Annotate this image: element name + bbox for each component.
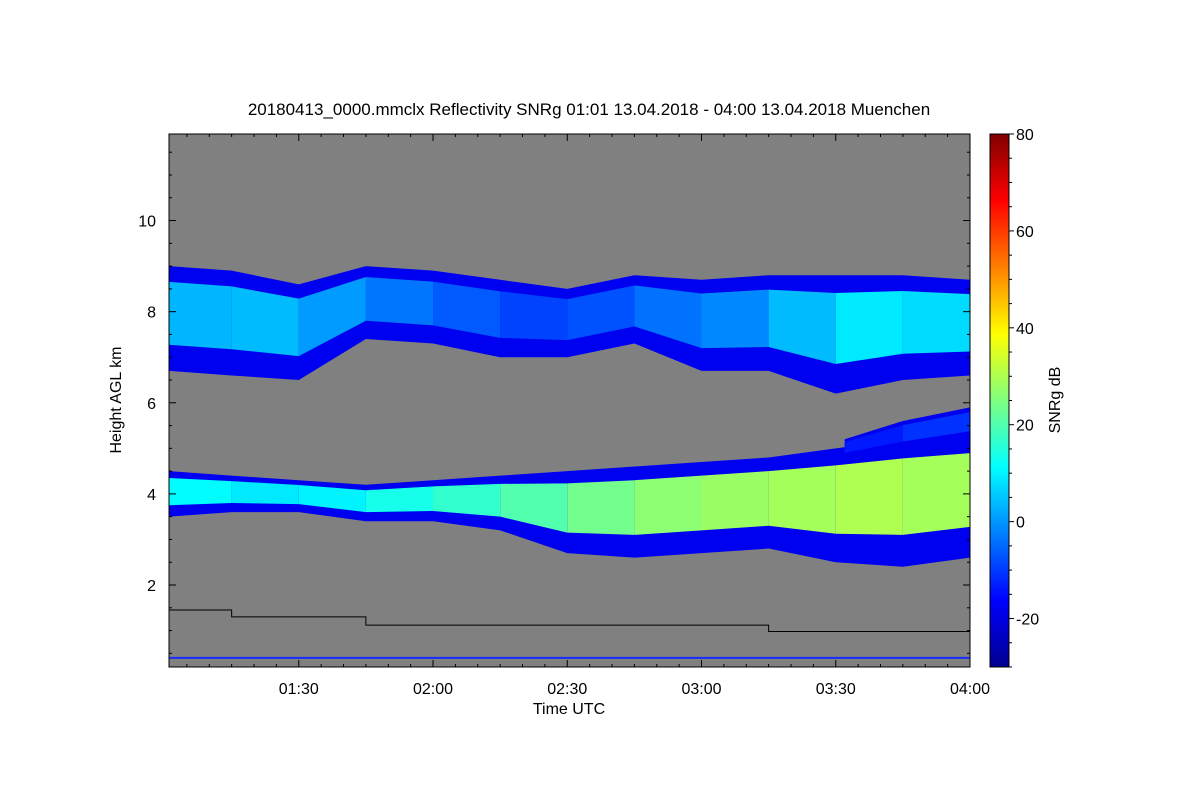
echo-layer-core-1 bbox=[298, 277, 366, 357]
colorbar bbox=[989, 133, 1010, 668]
x-tick-label: 04:00 bbox=[950, 681, 990, 698]
echo-layer-core-3 bbox=[902, 412, 970, 442]
colorbar-tick-label: 20 bbox=[1016, 418, 1034, 435]
echo-layer-core-2 bbox=[835, 458, 903, 535]
y-tick-label: 4 bbox=[147, 487, 156, 504]
echo-layer-core-2 bbox=[902, 453, 970, 535]
echo-layer-core-3 bbox=[844, 425, 903, 453]
echo-layer-core-1 bbox=[567, 285, 635, 341]
colorbar-tick-label: 80 bbox=[1016, 127, 1034, 144]
echo-layer-core-2 bbox=[365, 486, 434, 513]
threshold-line bbox=[169, 609, 970, 632]
echo-layer-core-1 bbox=[500, 291, 568, 341]
echo-layer-core-1 bbox=[768, 289, 836, 365]
colorbar-label: SNRg dB bbox=[1047, 367, 1064, 434]
plot-frame bbox=[168, 133, 971, 668]
echo-layer-core-1 bbox=[835, 290, 903, 365]
y-tick-label: 10 bbox=[138, 214, 156, 231]
x-tick-label: 02:00 bbox=[413, 681, 453, 698]
plot-background bbox=[169, 134, 970, 667]
echo-layer-core-2 bbox=[231, 481, 299, 505]
echo-layer-core-2 bbox=[768, 465, 836, 534]
echo-layer-core-1 bbox=[433, 281, 501, 338]
x-tick-label: 03:30 bbox=[816, 681, 856, 698]
echo-layer-core-1 bbox=[169, 281, 232, 350]
y-tick-label: 6 bbox=[147, 396, 156, 413]
x-tick-label: 03:00 bbox=[681, 681, 721, 698]
layers-group bbox=[169, 266, 970, 567]
echo-layer-core-1 bbox=[634, 285, 702, 349]
y-axis: 2 4 6 8 10 bbox=[138, 151, 970, 654]
echo-layer-core-2 bbox=[567, 480, 635, 535]
echo-layer-core-2 bbox=[634, 475, 702, 535]
x-tick-label: 01:30 bbox=[279, 681, 319, 698]
y-tick-label: 8 bbox=[147, 305, 156, 322]
echo-layer-core-2 bbox=[701, 471, 769, 531]
colorbar-tick-label: 60 bbox=[1016, 224, 1034, 241]
colorbar-tick-label: 40 bbox=[1016, 321, 1034, 338]
echo-layer-core-1 bbox=[902, 290, 970, 354]
echo-layer-core-2 bbox=[298, 485, 366, 513]
echo-layer-core-2 bbox=[169, 477, 232, 506]
echo-layer-core-1 bbox=[701, 289, 769, 349]
colorbar-tick-label: 0 bbox=[1016, 515, 1025, 532]
chart-title: 20180413_0000.mmclx Reflectivity SNRg 01… bbox=[248, 100, 930, 119]
y-tick-label: 2 bbox=[147, 578, 156, 595]
echo-layer-core-2 bbox=[433, 483, 501, 517]
x-axis: 01:30 02:00 02:30 03:00 03:30 04:00 bbox=[186, 134, 990, 698]
overlay-group bbox=[169, 609, 970, 659]
colorbar-tick-label: -20 bbox=[1016, 612, 1039, 629]
y-axis-label: Height AGL km bbox=[108, 346, 125, 453]
x-axis-label: Time UTC bbox=[533, 701, 605, 718]
echo-layer-core-1 bbox=[231, 286, 299, 357]
echo-layer-core-2 bbox=[500, 483, 568, 533]
x-tick-label: 02:30 bbox=[547, 681, 587, 698]
colorbar-axis: -20 0 20 40 60 80 bbox=[1009, 127, 1039, 668]
echo-layer-core-1 bbox=[365, 277, 434, 326]
